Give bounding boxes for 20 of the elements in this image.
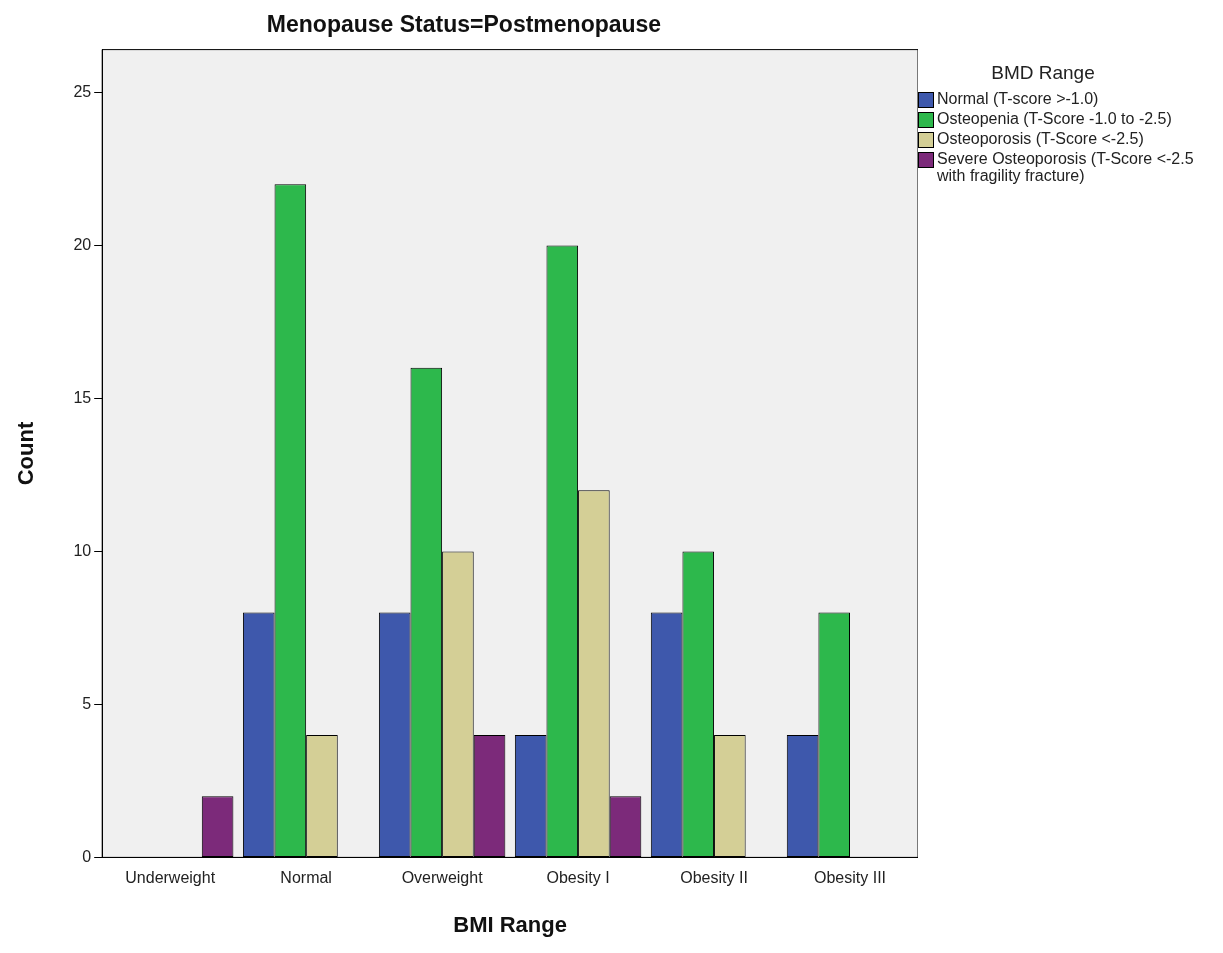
- y-tick-label: 10: [73, 541, 92, 559]
- y-axis-title: Count: [13, 421, 39, 486]
- y-tick-label: 0: [82, 847, 92, 865]
- legend-label: Osteopenia (T-Score -1.0 to -2.5): [937, 110, 1173, 127]
- y-tick-label: 25: [73, 82, 92, 100]
- x-tick-label: Obesity III: [814, 869, 887, 887]
- x-tick-label: Underweight: [125, 869, 216, 887]
- legend-label: Normal (T-score >-1.0): [937, 90, 1100, 107]
- chart-title: Menopause Status=Postmenopause: [266, 11, 662, 38]
- y-tick-label: 15: [73, 388, 92, 406]
- y-tick-label: 20: [73, 235, 92, 253]
- x-tick-label: Normal: [280, 869, 332, 887]
- legend-label: Severe Osteoporosis (T-Score <-2.5 with fragility fracture): [937, 150, 1195, 184]
- legend-label: Osteoporosis (T-Score <-2.5): [937, 130, 1145, 147]
- x-tick-label: Obesity I: [546, 869, 610, 887]
- x-axis-title: BMI Range: [453, 911, 567, 937]
- legend-title: BMD Range: [990, 62, 1096, 84]
- y-tick-label: 5: [82, 694, 92, 712]
- x-tick-label: Obesity II: [680, 869, 748, 887]
- x-tick-label: Overweight: [401, 869, 484, 887]
